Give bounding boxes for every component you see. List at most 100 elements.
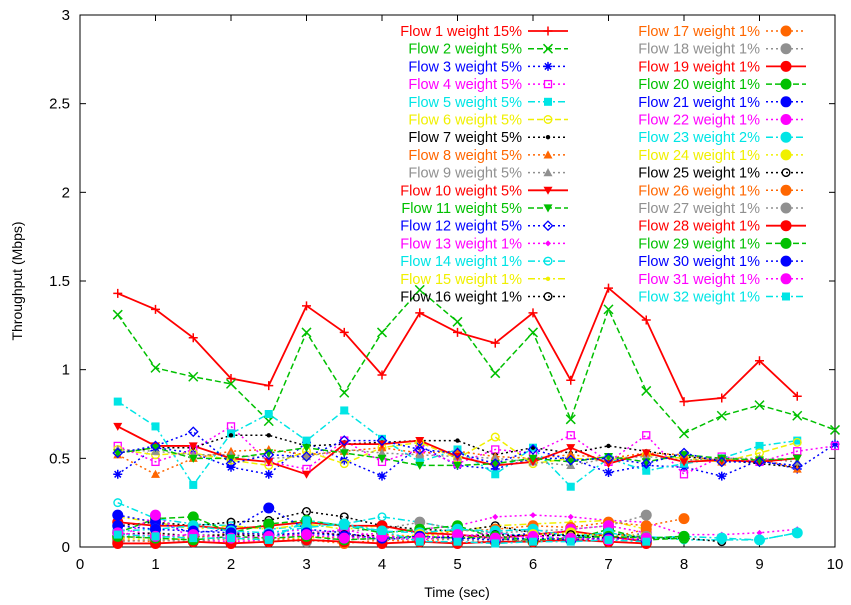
data-point-flow-23 [716,532,728,544]
data-point-flow-11 [415,461,425,470]
data-point-flow-32 [453,537,462,546]
legend-label-flow-20: Flow 20 weight 1% [638,77,760,93]
x-tick-label: 0 [76,556,84,573]
data-point-flow-1 [226,374,236,384]
data-point-flow-2 [414,284,425,295]
legend-label-flow-28: Flow 28 weight 1% [638,219,760,235]
legend-label-flow-18: Flow 18 weight 1% [638,42,760,58]
data-point-flow-17 [678,513,690,525]
legend-marker-flow-20 [780,78,792,90]
data-point-flow-12 [527,444,539,455]
data-point-flow-10 [302,470,311,479]
series-line-flow-3 [117,441,836,477]
legend-label-flow-23: Flow 23 weight 2% [638,130,760,146]
data-point-flow-4 [679,470,689,479]
series-markers [112,283,841,549]
x-tick-label: 1 [151,556,159,573]
data-point-flow-32 [491,539,500,548]
data-point-flow-11 [566,458,576,467]
data-point-flow-1 [302,301,311,311]
data-point-flow-5 [755,441,764,450]
y-tick-label: 2 [62,184,70,201]
y-tick-label: 0 [62,539,70,556]
data-point-flow-12 [603,452,614,464]
data-point-flow-1 [679,397,689,407]
data-point-flow-2 [339,387,350,398]
data-point-flow-32 [113,530,122,539]
data-point-flow-1 [339,327,349,337]
data-point-flow-11 [339,449,349,458]
data-point-flow-2 [490,368,501,379]
data-point-flow-5 [151,422,160,431]
data-point-flow-4 [830,441,840,451]
legend-marker-flow-28 [780,220,792,232]
y-tick-label: 2.5 [49,96,70,113]
data-point-flow-32 [151,532,160,541]
x-tick-label: 2 [227,556,235,573]
data-point-flow-32 [415,537,424,546]
data-point-flow-1 [717,393,727,403]
data-point-flow-5 [793,436,802,445]
legend-label-flow-25: Flow 25 weight 1% [638,166,760,182]
data-point-flow-7 [266,433,271,438]
data-point-flow-3 [264,469,274,479]
legend-marker-flow-23 [780,131,792,143]
legend-marker-flow-16 [543,292,553,302]
legend-marker-flow-1 [543,26,553,36]
data-point-flow-2 [112,309,123,320]
data-point-flow-29 [678,530,690,542]
data-point-flow-18 [640,509,652,521]
legend-label-flow-6: Flow 6 weight 5% [408,113,522,129]
data-point-flow-11 [717,454,727,463]
legend-label-flow-12: Flow 12 weight 5% [400,219,522,235]
data-point-flow-13 [567,513,574,520]
data-point-flow-2 [565,414,576,425]
legend-marker-flow-5 [544,97,552,106]
data-point-flow-21 [112,509,124,521]
data-point-flow-4 [226,422,236,431]
legend-marker-flow-21 [780,96,792,108]
legend-label-flow-13: Flow 13 weight 1% [400,236,522,252]
data-point-flow-5 [189,480,198,489]
legend-marker-flow-19 [780,60,792,72]
legend-label-flow-15: Flow 15 weight 1% [400,272,522,288]
data-point-flow-2 [754,400,765,411]
series-lines [117,286,836,545]
legend-marker-flow-29 [780,237,792,249]
data-point-flow-13 [756,529,763,536]
data-point-flow-12 [112,447,124,459]
data-point-flow-3 [717,471,727,481]
data-point-flow-12 [150,440,161,452]
data-point-flow-31 [452,529,463,541]
data-point-flow-12 [414,444,426,455]
data-point-flow-7 [228,433,234,438]
data-point-flow-12 [338,435,350,447]
data-point-flow-8 [151,469,160,478]
data-point-flow-12 [791,460,803,471]
data-point-flow-2 [263,416,274,427]
legend-marker-flow-10 [543,186,553,195]
data-point-flow-1 [453,327,462,337]
data-point-flow-10 [264,458,274,467]
data-point-flow-1 [264,381,274,391]
data-point-flow-11 [604,452,613,462]
data-point-flow-12 [263,449,275,461]
data-point-flow-1 [377,370,387,380]
legend-label-flow-26: Flow 26 weight 1% [638,183,760,199]
legend-marker-flow-31 [780,273,792,285]
legend-marker-flow-32 [782,292,790,301]
legend-marker-flow-17 [780,25,792,37]
data-point-flow-12 [301,451,312,462]
y-tick-label: 3 [62,7,70,24]
data-point-flow-23 [791,527,803,539]
data-point-flow-21 [263,502,275,514]
legend-marker-flow-24 [780,149,792,161]
legend-label-flow-31: Flow 31 weight 1% [638,272,760,288]
data-point-flow-5 [302,436,311,445]
data-point-flow-2 [376,327,388,338]
legend-marker-flow-9 [543,168,553,177]
data-point-flow-1 [490,338,500,348]
data-point-flow-10 [566,444,576,453]
legend-marker-flow-12 [542,220,554,232]
data-point-flow-7 [455,438,460,443]
